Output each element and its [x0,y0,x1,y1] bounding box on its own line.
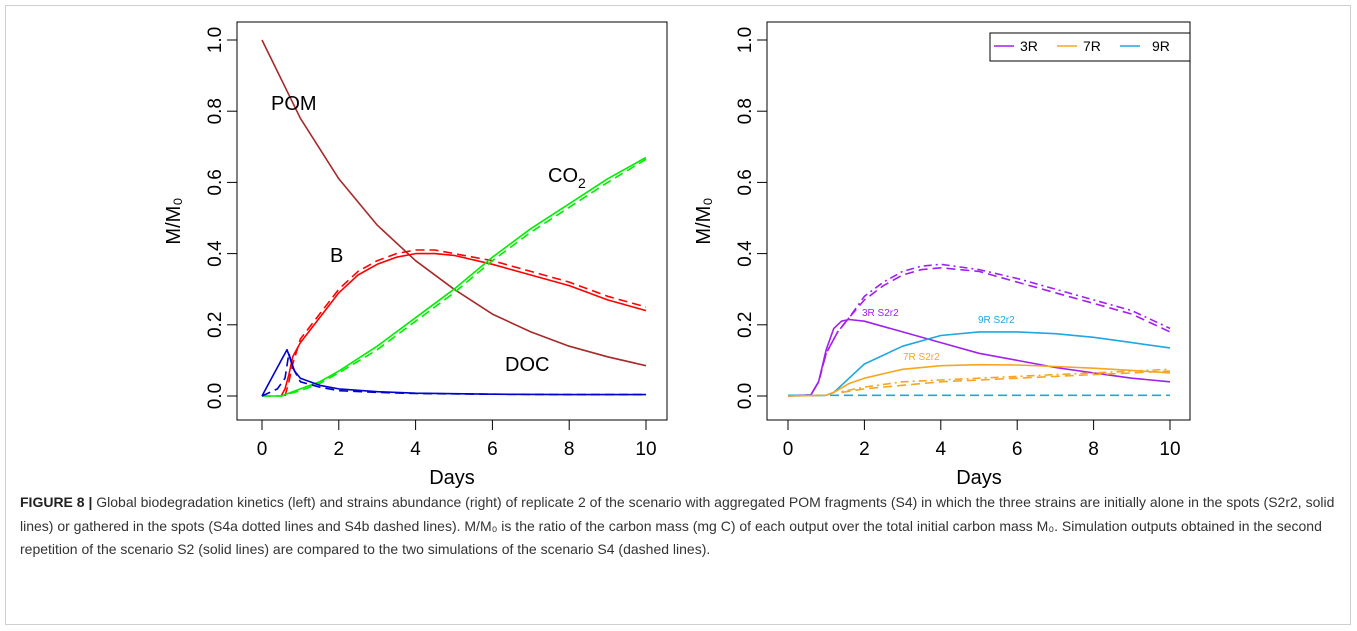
left-y-tick-label: 0.6 [205,169,226,195]
right-series-3r-s4-dotted- [787,263,1171,397]
right-series-3r-s4 [787,266,1171,397]
figure-label: FIGURE 8 | [20,494,93,510]
annotation-7r-s2r2: 7R S2r2 [903,352,940,363]
right-series-7r [787,363,1171,397]
left-x-tick-label: 10 [635,439,656,460]
right-x-tick-label: 0 [783,439,794,460]
left-x-axis: 0 2 4 6 8 10 [257,419,657,460]
left-y-tick-label: 0.2 [205,312,226,338]
right-y-tick-label: 0.4 [735,240,756,267]
right-plot-box [766,21,1191,421]
figure-caption: FIGURE 8 | Global biodegradation kinetic… [20,491,1338,562]
legend-box [989,32,1191,62]
right-y-axis-label: M/M₀ [693,197,715,244]
left-x-tick-label: 8 [564,439,575,460]
right-y-tick-label: 0.8 [735,98,756,124]
left-plot-box [236,21,668,421]
legend-label-3r: 3R [1020,38,1038,54]
left-x-axis-label: Days [429,467,475,489]
annotation-9r-s2r2: 9R S2r2 [978,315,1015,326]
right-y-axis: 0.0 0.2 0.4 0.6 0.8 1.0 [735,27,768,409]
figure-plots: 0 2 4 6 8 10 0.0 0.2 0.4 0.6 0.8 1.0 Days M/M₀ POM… [163,21,1191,489]
right-x-tick-label: 6 [1012,439,1023,460]
right-y-tick-label: 0.0 [735,383,756,409]
left-y-tick-label: 1.0 [205,27,226,53]
left-series-doc [261,348,646,397]
left-y-tick-label: 0.0 [205,383,226,409]
legend: 3R 7R 9R [989,32,1191,62]
doc-annotation: DOC [505,354,549,376]
right-x-tick-label: 4 [936,439,947,460]
pom-annotation: POM [271,93,317,115]
right-x-axis-label: Days [956,467,1002,489]
caption-text: Global biodegradation kinetics (left) an… [20,494,1335,557]
right-series-7r-s4 [841,370,1171,394]
legend-label-7r: 7R [1083,38,1101,54]
co2-annotation: CO2 [548,165,586,191]
left-x-tick-label: 0 [257,439,268,460]
right-series [787,263,1171,397]
right-series-3r [787,318,1171,397]
left-series-co2-s4- [262,158,647,397]
right-y-tick-label: 1.0 [735,27,756,53]
left-y-axis: 0.0 0.2 0.4 0.6 0.8 1.0 [205,27,238,409]
left-series-co2 [262,156,647,397]
left-series-b [280,252,647,397]
right-y-tick-label: 0.2 [735,312,756,338]
right-chart: 0 2 4 6 8 10 0.0 0.2 0.4 0.6 0.8 1.0 Days M/M₀ 3R … [693,21,1191,489]
left-series [261,39,647,397]
legend-label-9r: 9R [1152,38,1170,54]
left-y-axis-label: M/M₀ [163,197,185,244]
left-y-tick-label: 0.8 [205,98,226,124]
left-series-doc-s4- [261,352,646,397]
b-annotation: B [330,245,343,267]
left-x-tick-label: 4 [410,439,421,460]
left-series-b-s4- [284,249,647,397]
right-x-tick-label: 8 [1088,439,1099,460]
annotation-3r-s2r2: 3R S2r2 [862,308,899,319]
right-x-tick-label: 2 [859,439,870,460]
figure-frame [5,5,1351,625]
left-y-tick-label: 0.4 [205,240,226,267]
right-x-tick-label: 10 [1159,439,1180,460]
right-y-tick-label: 0.6 [735,169,756,195]
left-chart: 0 2 4 6 8 10 0.0 0.2 0.4 0.6 0.8 1.0 Days M/M₀ POM… [163,21,668,489]
right-series-7r-s4-dotted- [841,368,1171,393]
left-x-tick-label: 6 [487,439,498,460]
right-x-axis: 0 2 4 6 8 10 [783,419,1181,460]
left-x-tick-label: 2 [334,439,345,460]
